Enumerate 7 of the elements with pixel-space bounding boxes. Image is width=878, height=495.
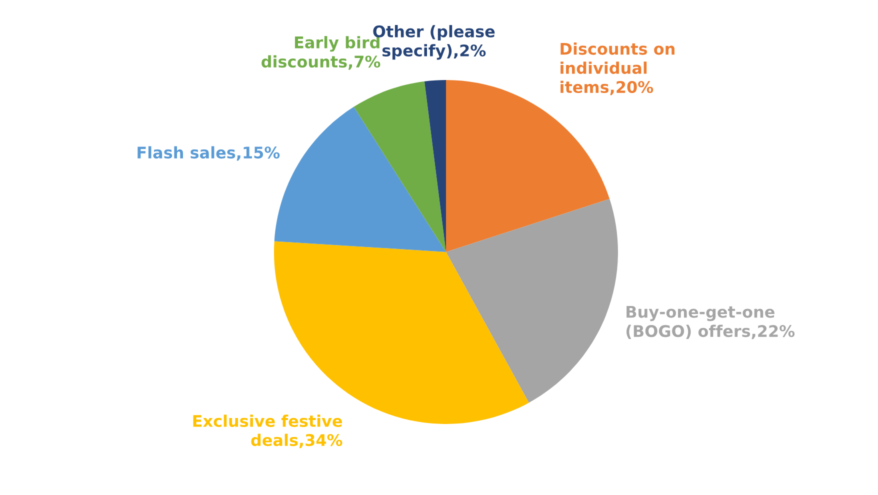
slice-label: Flash sales,15% xyxy=(138,146,280,161)
slice-label: Buy-one-get-one (BOGO) offers,22% xyxy=(626,306,795,340)
pie-slice xyxy=(424,80,446,252)
slice-label: Exclusive festive deals,34% xyxy=(193,414,342,448)
pie-slice xyxy=(446,198,618,403)
slice-label: Discounts on individual items,20% xyxy=(560,42,674,96)
pie-slice xyxy=(354,81,446,252)
